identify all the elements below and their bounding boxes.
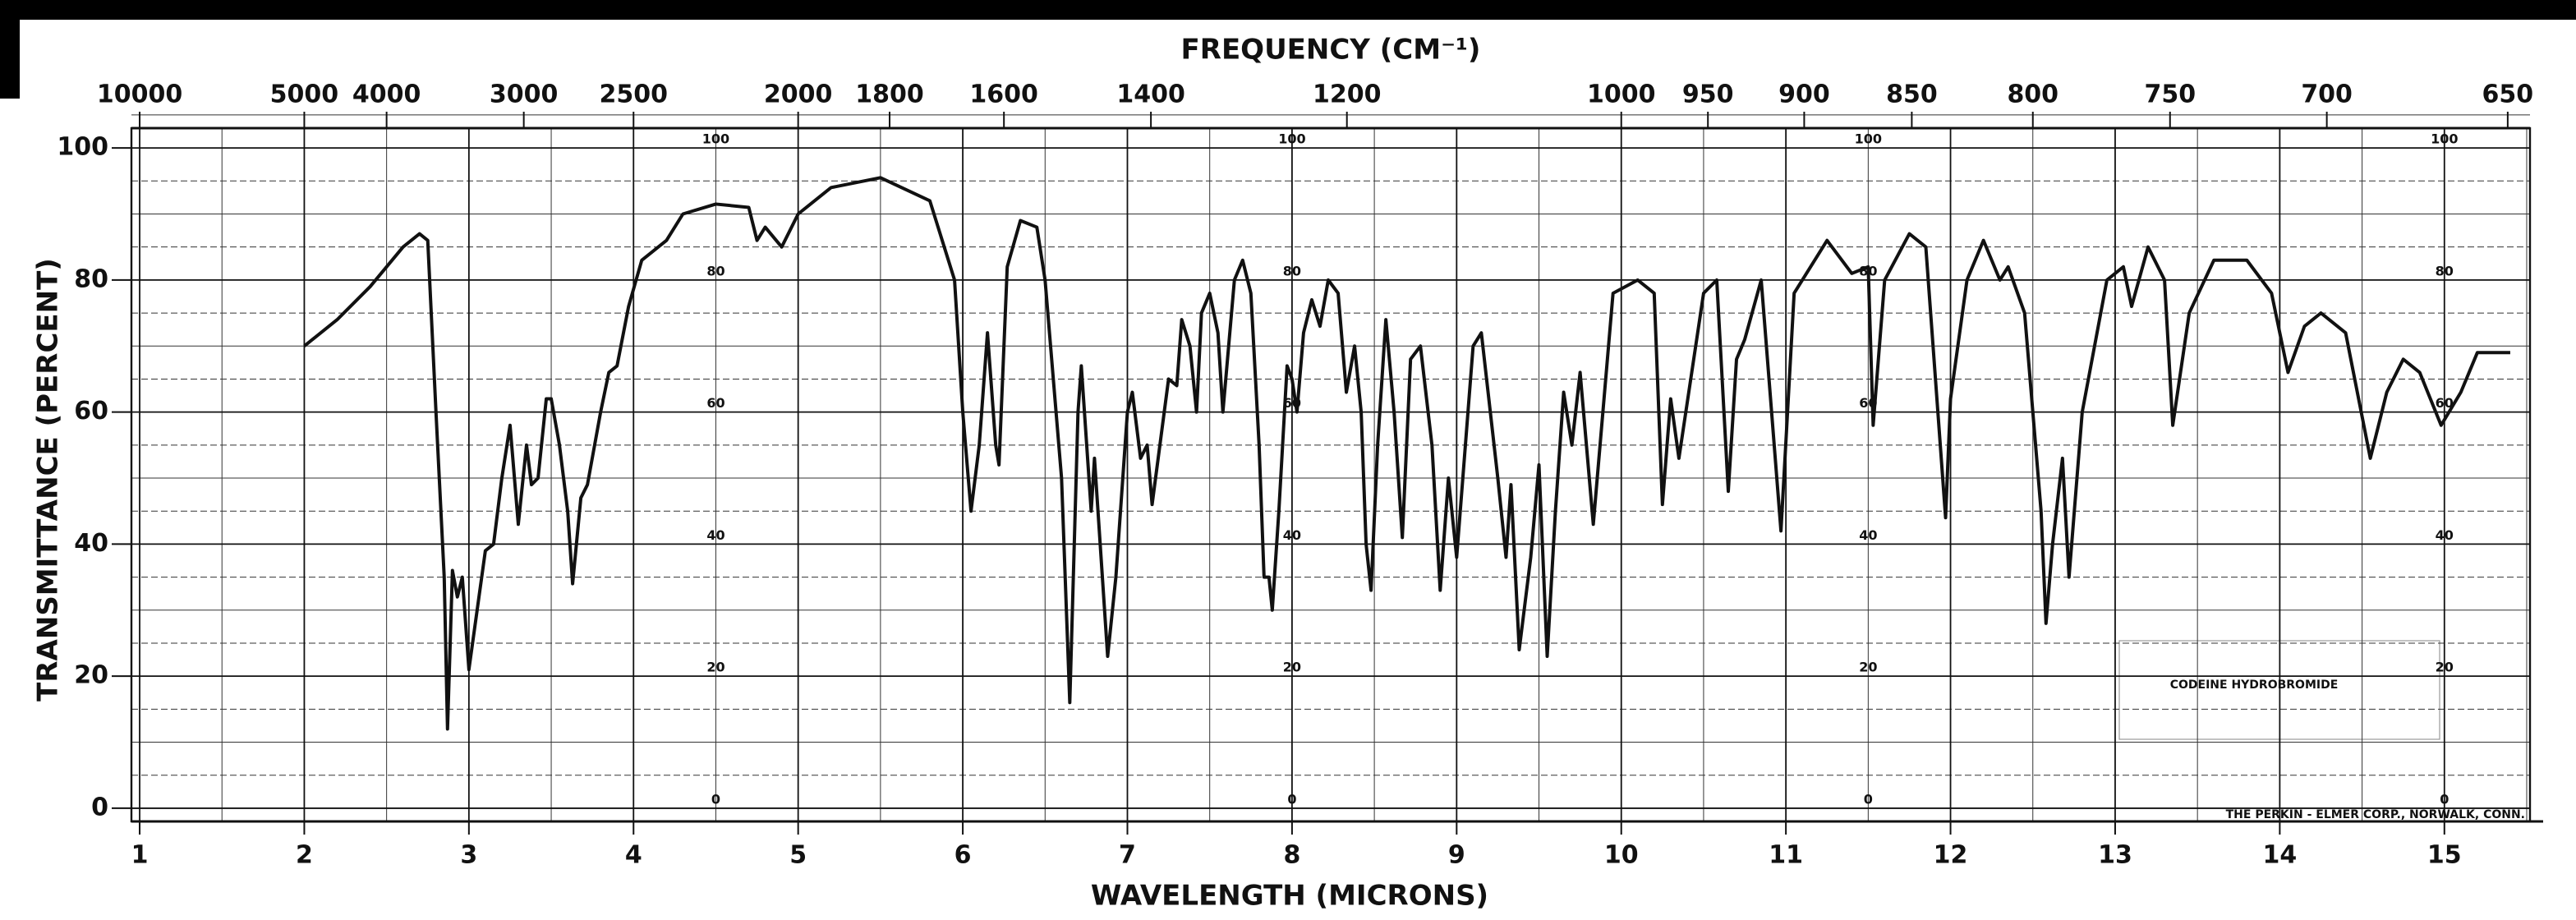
x-tick-label: 15 xyxy=(2427,841,2462,870)
x2-axis-label: FREQUENCY (CM⁻¹) xyxy=(1181,34,1481,67)
x-tick-label: 5 xyxy=(789,841,807,870)
x2-tick-label: 900 xyxy=(1778,80,1830,109)
inner-scale-label: 20 xyxy=(2436,660,2454,675)
inner-scale-label: 40 xyxy=(2436,527,2454,543)
inner-scale-label: 100 xyxy=(1278,131,1305,147)
y-tick-label: 80 xyxy=(74,264,108,293)
x2-tick-label: 1200 xyxy=(1313,80,1382,109)
x2-tick-label: 2500 xyxy=(600,80,669,109)
x2-tick-label: 5000 xyxy=(270,80,339,109)
inner-scale-label: 100 xyxy=(702,131,729,147)
inner-scale-label: 80 xyxy=(2436,263,2454,278)
x-tick-label: 4 xyxy=(625,841,642,870)
x-tick-label: 2 xyxy=(296,841,313,870)
top-band xyxy=(0,0,2576,20)
y-tick-label: 100 xyxy=(57,133,108,162)
x2-tick-label: 1800 xyxy=(855,80,924,109)
inner-scale-label: 40 xyxy=(706,527,724,543)
inner-scale-label: 40 xyxy=(1283,527,1301,543)
x-tick-label: 6 xyxy=(954,841,972,870)
y-tick-label: 0 xyxy=(91,793,108,821)
x-tick-label: 10 xyxy=(1604,841,1639,870)
inner-scale-label: 0 xyxy=(711,791,720,807)
x2-tick-label: 750 xyxy=(2144,80,2196,109)
inner-scale-label: 0 xyxy=(1864,791,1873,807)
inner-scale-label: 60 xyxy=(706,395,724,411)
x-tick-label: 7 xyxy=(1119,841,1136,870)
credit: THE PERKIN - ELMER CORP., NORWALK, CONN. xyxy=(2226,808,2525,821)
x2-tick-label: 800 xyxy=(2007,80,2058,109)
x-tick-label: 1 xyxy=(131,841,149,870)
x2-tick-label: 10000 xyxy=(97,80,182,109)
x2-tick-label: 1400 xyxy=(1116,80,1185,109)
y-tick-label: 60 xyxy=(74,397,108,426)
inner-scale-label: 100 xyxy=(2431,131,2458,147)
x-tick-label: 9 xyxy=(1448,841,1465,870)
x2-tick-label: 1600 xyxy=(969,80,1038,109)
y-axis-label: TRANSMITTANCE (PERCENT) xyxy=(32,258,65,702)
x-tick-label: 12 xyxy=(1934,841,1968,870)
x2-tick-label: 2000 xyxy=(764,80,833,109)
inner-scale-label: 100 xyxy=(1855,131,1882,147)
x2-tick-label: 650 xyxy=(2482,80,2534,109)
y-tick-label: 40 xyxy=(74,529,108,558)
inner-scale-label: 60 xyxy=(2436,395,2454,411)
x2-tick-label: 1000 xyxy=(1587,80,1656,109)
inner-scale-label: 20 xyxy=(706,660,724,675)
inner-scale-label: 20 xyxy=(1283,660,1301,675)
inner-scale-label: 40 xyxy=(1859,527,1877,543)
corner-band xyxy=(0,0,20,99)
inner-scale-label: 80 xyxy=(1283,263,1301,278)
inner-scale-label: 0 xyxy=(2440,791,2449,807)
inner-scale-label: 20 xyxy=(1859,660,1877,675)
x2-tick-label: 4000 xyxy=(352,80,421,109)
sample-label: CODEINE HYDROBROMIDE xyxy=(2170,678,2339,692)
x-tick-label: 11 xyxy=(1769,841,1803,870)
inner-scale-label: 0 xyxy=(1287,791,1296,807)
spectrum-line xyxy=(303,176,2510,731)
y-tick-label: 20 xyxy=(74,661,108,690)
x-tick-label: 13 xyxy=(2098,841,2132,870)
x-tick-label: 3 xyxy=(460,841,477,870)
x2-tick-label: 3000 xyxy=(490,80,559,109)
x2-tick-label: 850 xyxy=(1886,80,1938,109)
x-axis-label: WAVELENGTH (MICRONS) xyxy=(1091,880,1488,913)
x2-tick-label: 950 xyxy=(1682,80,1734,109)
x-tick-label: 8 xyxy=(1283,841,1300,870)
inner-scale-label: 80 xyxy=(706,263,724,278)
x-tick-label: 14 xyxy=(2262,841,2297,870)
x2-tick-label: 700 xyxy=(2301,80,2353,109)
